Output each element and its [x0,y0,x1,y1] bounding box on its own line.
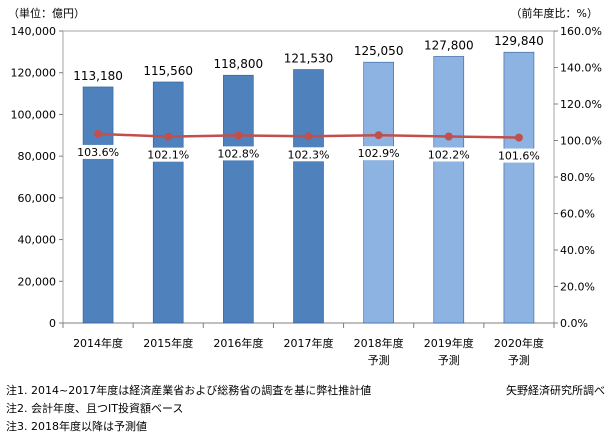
ratio-label-bg [286,147,331,162]
bar-value-label: 129,840 [494,34,544,48]
ratio-value-label: 101.6% [498,150,540,163]
bar [82,86,114,324]
y-axis-unit-label: （単位：億円） [8,6,85,20]
x-axis-tick-label: 2017年度 [284,336,334,350]
y2-axis-tick-label: 60.0% [560,208,595,221]
ratio-label-bg [356,146,401,161]
chart-svg: （単位：億円） （前年度比：%） 0 20,000 40,000 60,000 80,0… [8,6,602,367]
y-axis-tick-label: 80,000 [18,150,57,163]
y2-axis-tick-label: 40.0% [560,244,595,257]
footnote-3: 注3. 2018年度以降は予測値 [6,420,147,433]
ratio-value-label: 102.3% [288,148,330,161]
bar-value-label: 125,050 [354,44,404,58]
bar [363,61,394,324]
ratio-value-label: 102.1% [147,149,189,162]
y2-axis-tick-label: 20.0% [560,281,595,294]
ratio-label-bg [496,148,541,163]
y-axis-tick-label: 20,000 [18,275,57,288]
bar-value-label: 113,180 [73,69,123,83]
bar [503,51,535,324]
y2-axis-tick-label: 160.0% [560,25,602,38]
x-axis-tick-label: 2016年度 [213,336,263,350]
ratio-point [164,132,173,141]
footnote-1: 注1. 2014~2017年度は経済産業省および総務省の調査を基に弊社推計値 [6,384,372,397]
y-axis-tick-label: 120,000 [11,67,57,80]
ratio-label-bg [426,147,471,162]
x-axis-tick-label: 2015年度 [143,336,193,350]
y-axis-tick-label: 140,000 [11,25,57,38]
y-axis-tick-label: 100,000 [11,108,57,121]
footnote-2: 注2. 会計年度、且つIT投資額ベース [6,402,184,415]
ratio-point [234,131,243,140]
ratio-point [444,132,453,141]
y2-axis-tick-label: 100.0% [560,135,602,148]
x-axis-tick-label: 2014年度 [73,336,123,350]
bar [152,81,184,324]
bar-value-label: 115,560 [143,64,193,78]
source-credit: 矢野経済研究所調べ [506,384,605,397]
bar-value-label: 127,800 [424,38,474,52]
bar [223,74,254,324]
bar [293,69,324,324]
ratio-point [374,131,383,140]
chart: （単位：億円） （前年度比：%） 0 20,000 40,000 60,000 80,0… [8,6,602,367]
ratio-label-bg [146,147,191,162]
y-axis-tick-label: 0 [49,317,56,330]
ratio-point [94,129,103,138]
ratio-point [514,133,523,142]
y2-axis-tick-label: 0.0% [560,317,588,330]
y-axis-tick-label: 40,000 [18,234,57,247]
y2-axis-tick-label: 140.0% [560,62,602,75]
ratio-value-label: 102.9% [358,147,400,160]
x-axis-tick-label: 予測 [368,353,390,367]
x-axis-tick-label: 2018年度 [354,336,404,350]
footnotes: 注1. 2014~2017年度は経済産業省および総務省の調査を基に弊社推計値 注… [6,382,606,436]
ratio-value-label: 103.6% [77,146,119,159]
x-axis-tick-label: 予測 [438,353,460,367]
ratio-point [304,132,313,141]
ratio-label-bg [76,144,121,159]
y-axis-tick-label: 60,000 [18,192,57,205]
x-axis-tick-label: 予測 [508,353,530,367]
ratio-label-bg [216,146,261,161]
bar-value-label: 118,800 [214,57,264,71]
y2-axis-tick-label: 120.0% [560,98,602,111]
x-axis-tick-label: 2019年度 [424,336,474,350]
x-axis-tick-label: 2020年度 [494,336,544,350]
y2-axis-unit-label: （前年度比：%） [511,6,598,20]
bar-value-label: 121,530 [284,52,334,66]
ratio-value-label: 102.2% [428,148,470,161]
y2-axis-tick-label: 80.0% [560,171,595,184]
ratio-value-label: 102.8% [217,147,259,160]
bar [433,56,465,324]
